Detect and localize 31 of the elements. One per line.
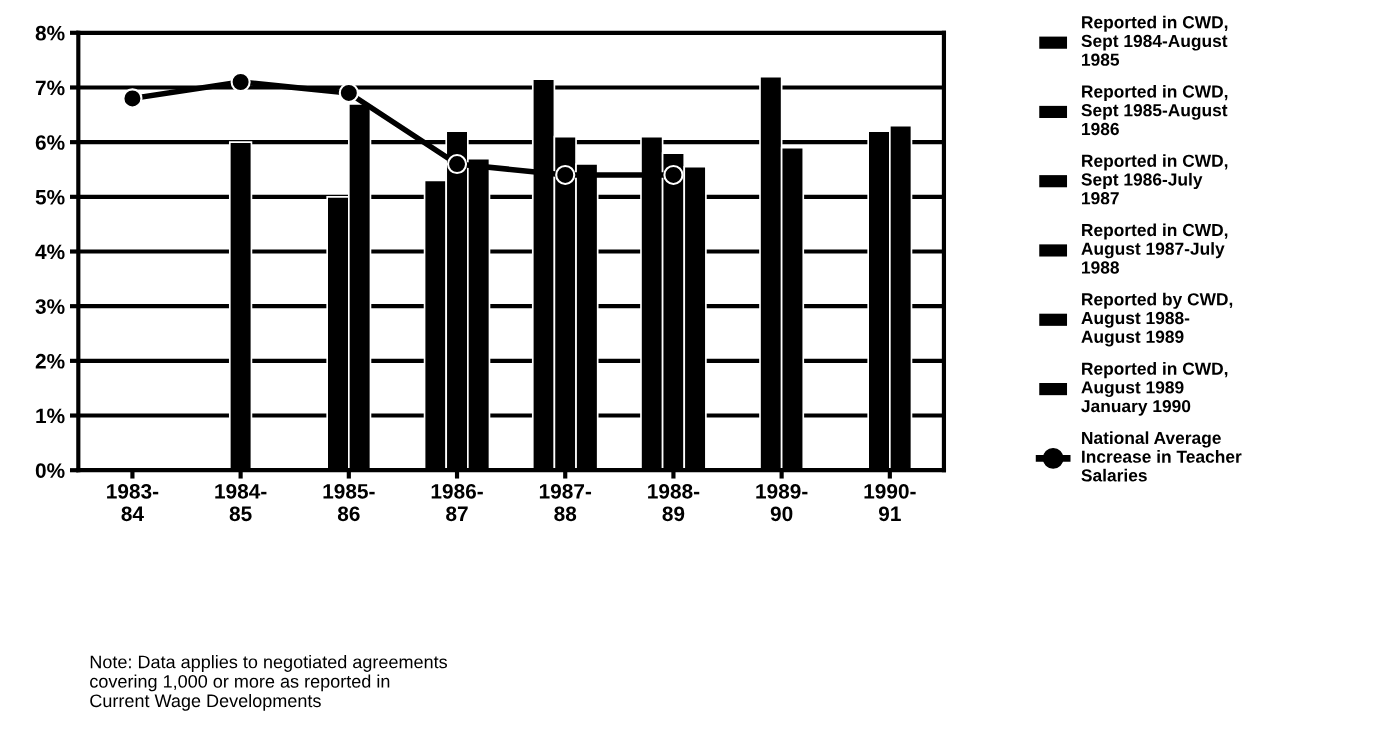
legend-label: Reported by CWD, August 1988- August 1989 <box>1081 292 1233 347</box>
x-tick-label: 1984-85 <box>215 483 267 522</box>
legend-label: Reported in CWD, August 1989 January 1990 <box>1081 362 1228 416</box>
x-tick-label: 1988-89 <box>648 483 700 522</box>
point <box>338 82 359 104</box>
y-tick-label: 6% <box>35 135 65 150</box>
point <box>446 153 468 175</box>
legend-label: Reported in CWD, Sept 1984-August 1985 <box>1081 15 1228 66</box>
x-tick-label: 1983-84 <box>107 483 159 522</box>
point <box>663 164 684 186</box>
x-tick-label: 1989-90 <box>756 483 808 522</box>
point <box>122 88 143 109</box>
legend-label: Reported in CWD, Sept 1986-July 1987 <box>1081 154 1228 205</box>
legend-label: Reported in CWD, August 1987-July 1988 <box>1081 223 1228 274</box>
x-tick-label: 1987-88 <box>539 483 592 522</box>
y-tick-label: 5% <box>35 189 65 205</box>
y-tick-label: 3% <box>35 299 65 314</box>
y-tick-label: 2% <box>35 353 65 369</box>
legend-label: Reported in CWD, Sept 1985-August 1986 <box>1081 84 1228 136</box>
y-tick-label: 4% <box>35 244 65 260</box>
point <box>555 164 576 186</box>
x-tick-label: 1990-91 <box>864 483 916 522</box>
y-tick-label: 8% <box>35 25 65 41</box>
text: Note: Data applies to negotiated agreements covering 1,000 or more as reported in Current Wage Developments <box>90 655 447 711</box>
y-tick-label: 7% <box>35 80 65 96</box>
x-tick-label: 1986-87 <box>431 483 483 522</box>
y-tick-label: 1% <box>36 408 65 424</box>
point <box>230 71 251 93</box>
y-tick-label: 0% <box>35 463 65 478</box>
x-tick-label: 1985-86 <box>323 483 375 522</box>
legend-label: National Average Increase in Teacher Salaries <box>1081 431 1242 482</box>
